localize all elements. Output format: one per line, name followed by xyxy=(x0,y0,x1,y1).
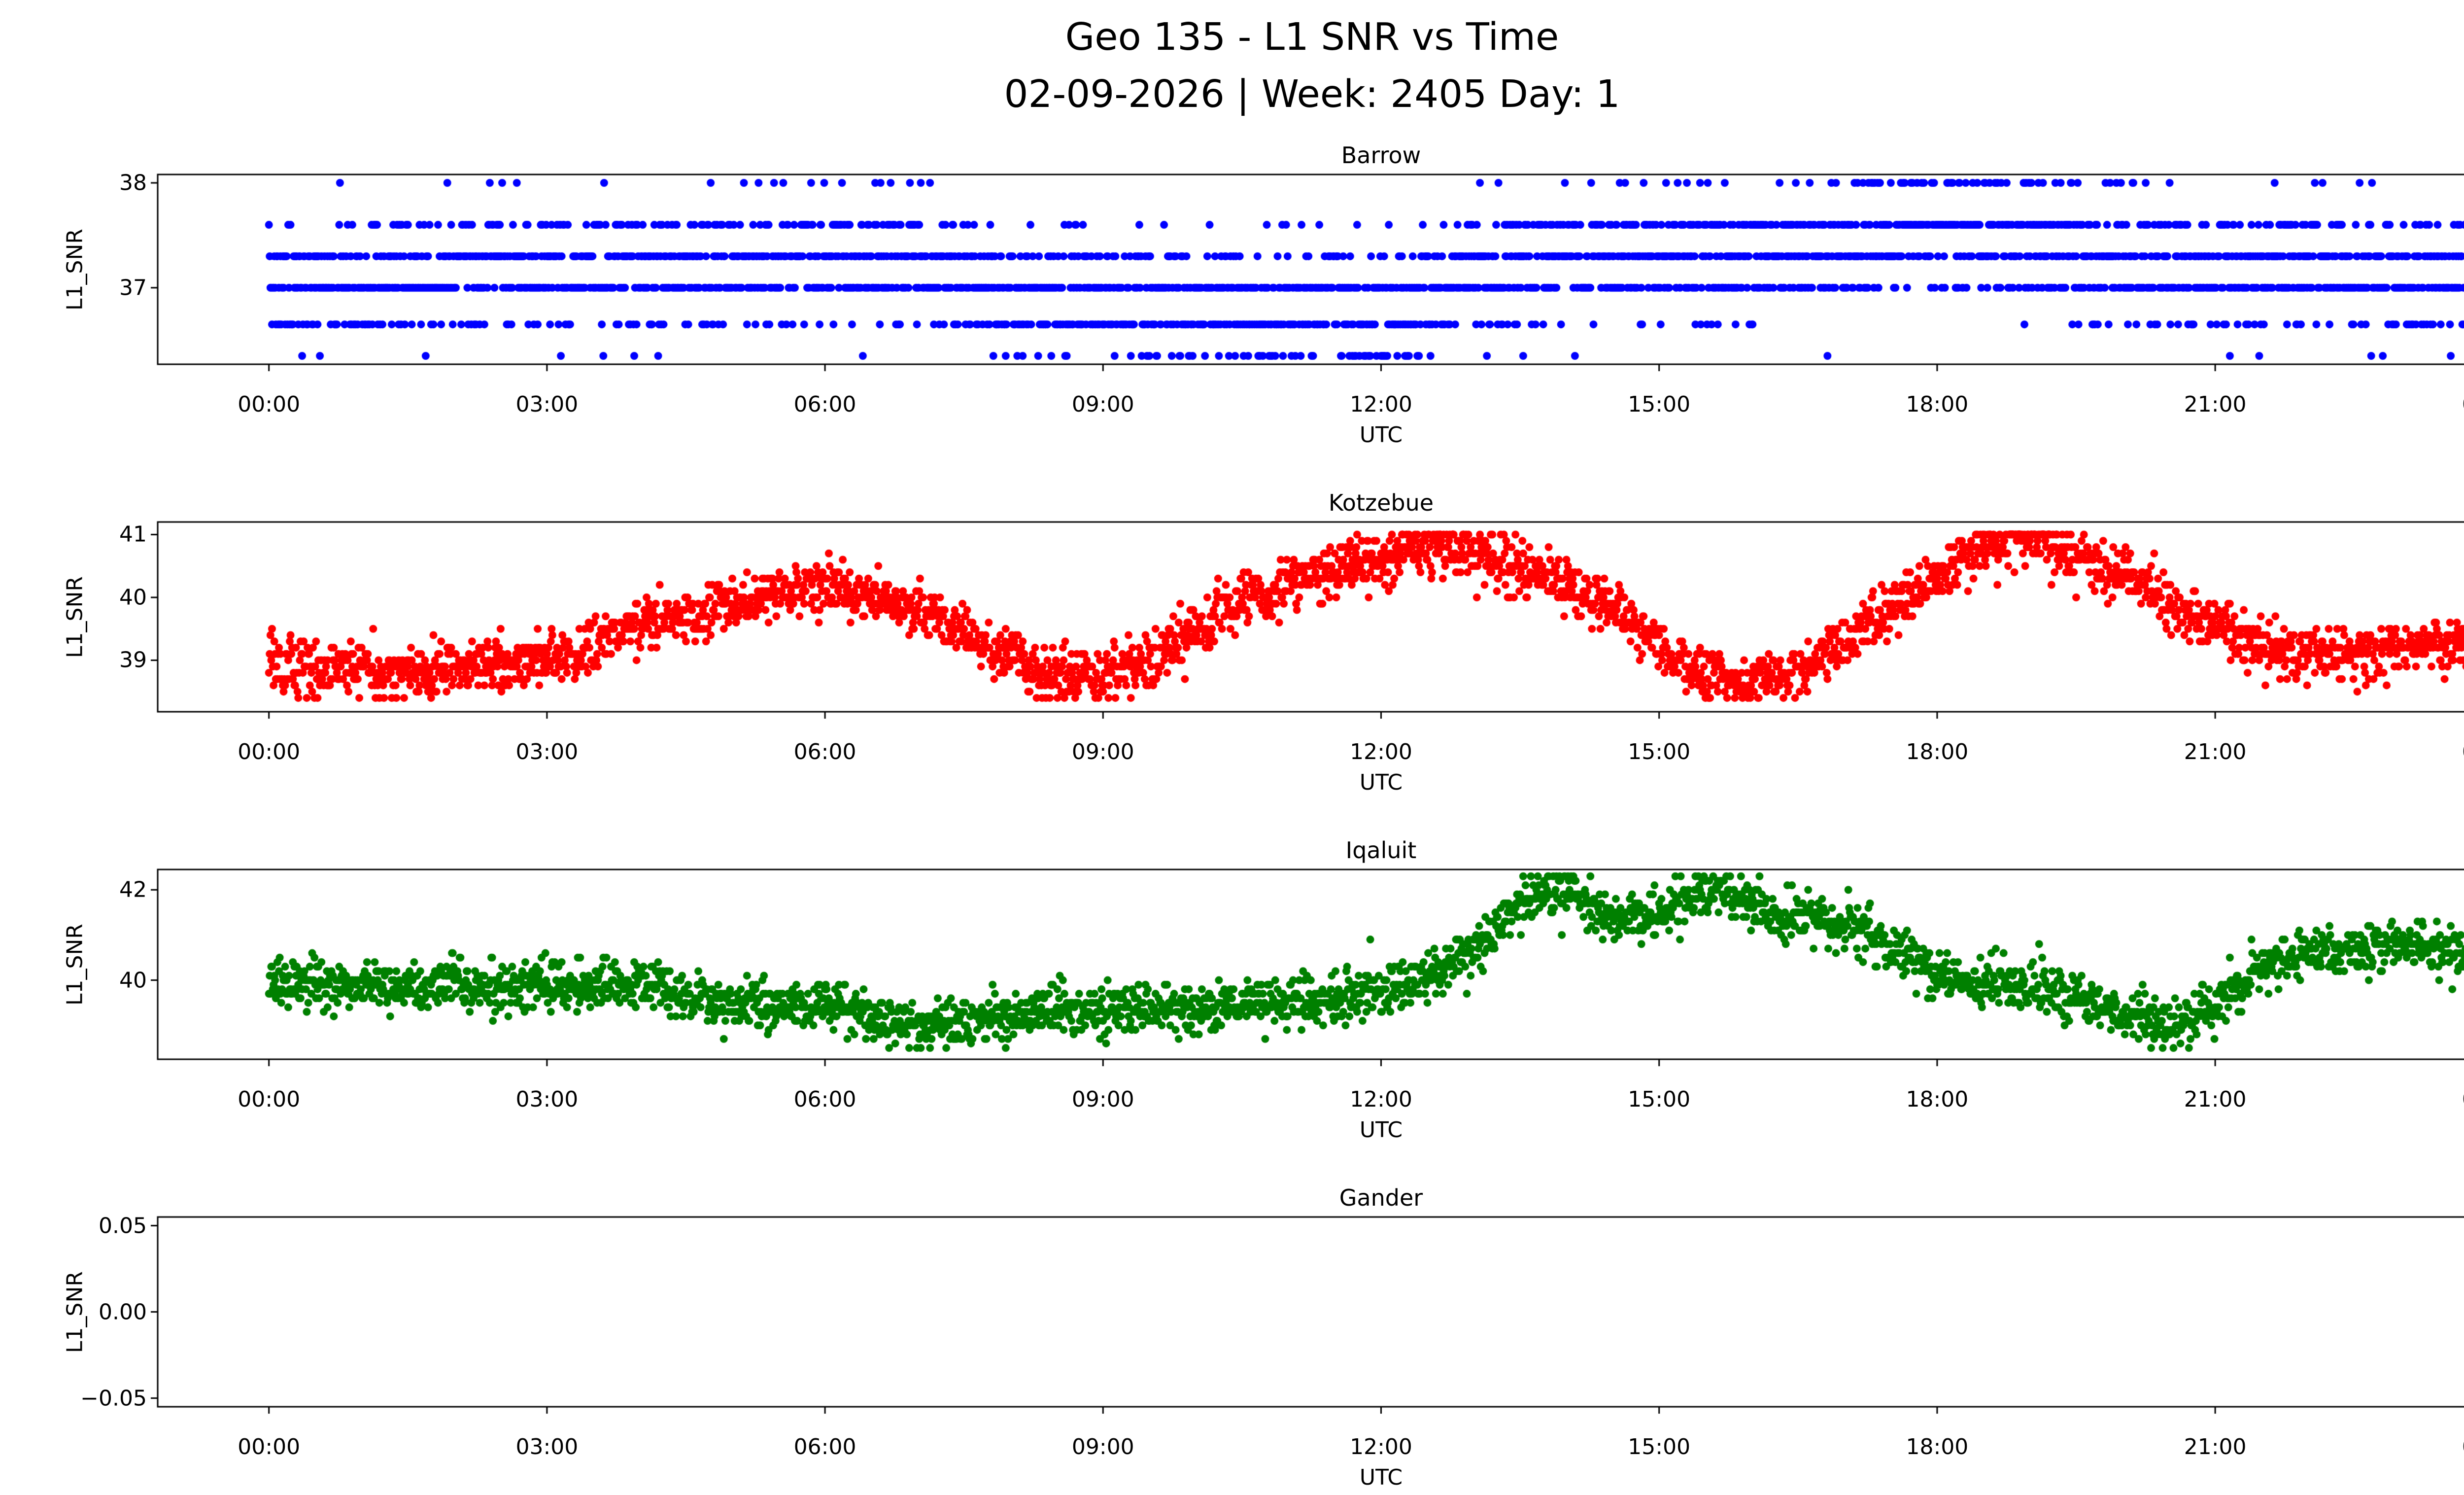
figure-title-block: Geo 135 - L1 SNR vs Time 02-09-2026 | We… xyxy=(0,9,2464,123)
figure-subtitle: 02-09-2026 | Week: 2405 Day: 1 xyxy=(1004,72,1620,116)
figure-title: Geo 135 - L1 SNR vs Time xyxy=(1065,15,1559,59)
